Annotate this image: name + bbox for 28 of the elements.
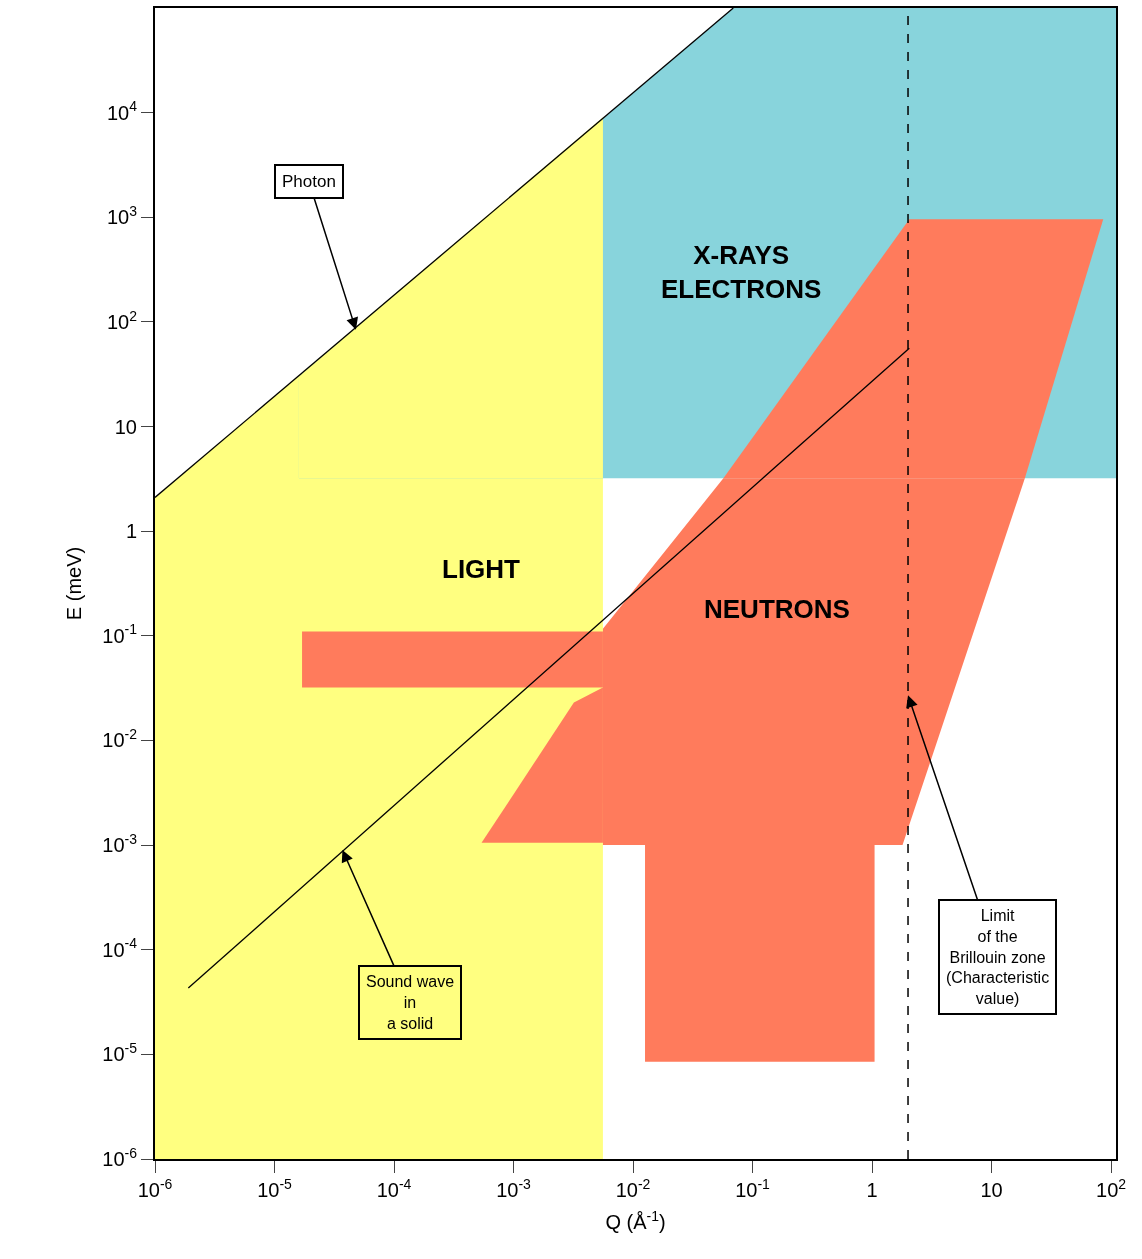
- y-tick-label: 10$^{-2}$: [102, 726, 138, 752]
- y-tick-label: 1: [125, 520, 137, 543]
- x-tick-label: 10$^{2}$: [1096, 1175, 1127, 1201]
- y-tick-label: 10$^{-1}$: [102, 621, 138, 647]
- y-tick-label: 10: [114, 415, 137, 438]
- annotation: X-RAYS ELECTRONS: [661, 240, 822, 304]
- annotation: Sound wave in a solid: [366, 973, 455, 1032]
- x-axis-title: Q (Å$^{-1}$): [605, 1207, 666, 1233]
- annotation: LIGHT: [442, 554, 521, 584]
- x-tick-label: 10$^{-6}$: [137, 1175, 173, 1201]
- y-axis-title: E (meV): [63, 546, 86, 621]
- x-tick-label: 10$^{-2}$: [615, 1175, 651, 1201]
- x-tick-label: 10$^{-5}$: [257, 1175, 293, 1201]
- annotation: Photon: [282, 172, 336, 191]
- y-tick-label: 10$^{-3}$: [102, 830, 138, 857]
- x-tick-label: 10$^{-4}$: [376, 1175, 412, 1201]
- x-tick-label: 10: [980, 1179, 1003, 1201]
- x-tick-label: 10$^{-3}$: [496, 1175, 532, 1201]
- y-tick-label: 10$^{2}$: [106, 307, 138, 333]
- y-tick-label: 10$^{-6}$: [102, 1144, 138, 1170]
- y-tick-label: 10$^{4}$: [106, 98, 138, 124]
- x-tick-label: 10$^{-1}$: [735, 1175, 771, 1201]
- y-tick-label: 10$^{-5}$: [102, 1039, 138, 1066]
- x-tick-label: 1: [866, 1179, 878, 1201]
- annotation: Limit of the Brillouin zone (Characteristic value): [946, 907, 1050, 1008]
- annotation: NEUTRONS: [704, 594, 850, 624]
- y-tick-label: 10$^{3}$: [106, 202, 138, 229]
- y-tick-label: 10$^{-4}$: [102, 935, 138, 961]
